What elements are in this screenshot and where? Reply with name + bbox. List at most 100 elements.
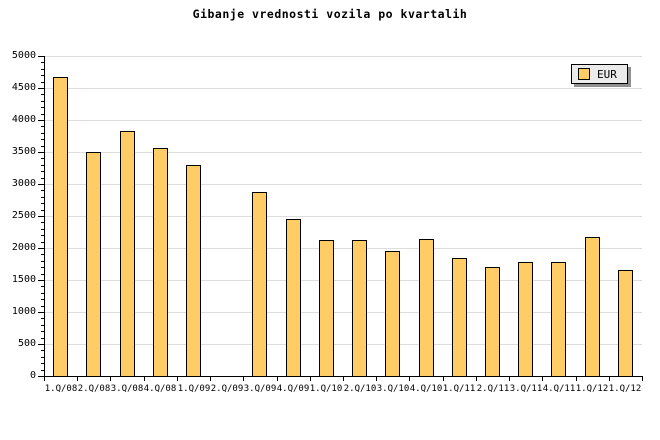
legend-eur-swatch-icon	[578, 68, 590, 80]
x-axis-line	[44, 376, 643, 377]
y-tick	[38, 88, 44, 89]
y-tick	[41, 306, 44, 307]
y-tick	[38, 344, 44, 345]
bar	[120, 131, 135, 377]
x-tick	[144, 377, 145, 381]
y-tick	[41, 139, 44, 140]
gridline	[45, 88, 642, 89]
y-tick	[41, 370, 44, 371]
x-tick-label: 1.Q/09	[177, 384, 211, 394]
y-tick-label: 5000	[11, 50, 36, 61]
y-tick	[41, 126, 44, 127]
y-tick	[38, 184, 44, 185]
y-tick	[41, 318, 44, 319]
x-tick-label: 1.Q/08	[44, 384, 78, 394]
y-tick	[41, 261, 44, 262]
bar	[419, 239, 434, 377]
x-tick	[376, 377, 377, 381]
y-tick	[38, 56, 44, 57]
x-tick-label: 3.Q/11	[509, 384, 543, 394]
x-tick	[609, 377, 610, 381]
legend-label: EUR	[597, 68, 617, 81]
y-tick	[41, 357, 44, 358]
y-tick-label: 3500	[11, 146, 36, 157]
y-tick	[41, 165, 44, 166]
y-tick	[41, 286, 44, 287]
bar	[53, 77, 68, 377]
x-tick	[110, 377, 111, 381]
y-tick-label: 4000	[11, 114, 36, 125]
x-tick-label: 3.Q/08	[110, 384, 144, 394]
y-tick	[41, 62, 44, 63]
y-tick	[41, 178, 44, 179]
x-tick-label: 1.Q/10	[309, 384, 343, 394]
y-tick	[41, 107, 44, 108]
y-tick	[41, 299, 44, 300]
x-tick-label: 2.Q/11	[476, 384, 510, 394]
y-tick	[41, 114, 44, 115]
gridline	[45, 344, 642, 345]
y-tick	[41, 325, 44, 326]
y-tick	[38, 120, 44, 121]
y-tick	[38, 280, 44, 281]
y-tick	[41, 75, 44, 76]
x-tick-label: 2.Q/10	[343, 384, 377, 394]
y-tick	[41, 229, 44, 230]
y-tick	[38, 312, 44, 313]
y-tick	[41, 210, 44, 211]
y-tick	[41, 171, 44, 172]
x-tick	[509, 377, 510, 381]
x-tick	[243, 377, 244, 381]
x-tick	[177, 377, 178, 381]
y-tick-label: 0	[29, 370, 36, 381]
y-tick	[41, 254, 44, 255]
y-tick	[41, 133, 44, 134]
y-tick	[38, 376, 44, 377]
y-tick	[41, 190, 44, 191]
x-tick	[44, 377, 45, 381]
y-tick	[41, 82, 44, 83]
x-tick	[542, 377, 543, 381]
y-tick	[41, 274, 44, 275]
gridline	[45, 216, 642, 217]
bar	[385, 251, 400, 377]
x-tick-label: 1.Q/12	[608, 384, 642, 394]
gridline	[45, 280, 642, 281]
x-tick-label: 3.Q/10	[376, 384, 410, 394]
y-tick	[41, 331, 44, 332]
x-tick-label: 4.Q/10	[409, 384, 443, 394]
chart-title: Gibanje vrednosti vozila po kvartalih	[192, 7, 468, 21]
bar	[452, 258, 467, 377]
y-tick-label: 2000	[11, 242, 36, 253]
y-tick	[41, 363, 44, 364]
bar	[86, 152, 101, 377]
x-tick	[409, 377, 410, 381]
x-tick	[277, 377, 278, 381]
y-tick	[38, 216, 44, 217]
y-tick	[41, 242, 44, 243]
y-tick	[38, 152, 44, 153]
x-tick	[576, 377, 577, 381]
y-tick	[41, 235, 44, 236]
gridline	[45, 184, 642, 185]
x-tick	[77, 377, 78, 381]
gridline	[45, 120, 642, 121]
bar	[618, 270, 633, 377]
x-tick	[310, 377, 311, 381]
y-tick	[41, 203, 44, 204]
x-tick-label: 4.Q/11	[542, 384, 576, 394]
bar	[186, 165, 201, 377]
x-tick-label: 4.Q/09	[276, 384, 310, 394]
bar	[485, 267, 500, 377]
bar	[153, 148, 168, 377]
bar	[319, 240, 334, 377]
y-tick-label: 1500	[11, 274, 36, 285]
y-axis-line	[44, 56, 45, 377]
bar	[286, 219, 301, 377]
y-tick	[41, 338, 44, 339]
x-tick	[642, 377, 643, 381]
x-tick	[343, 377, 344, 381]
y-tick	[41, 158, 44, 159]
y-tick	[41, 293, 44, 294]
y-tick-label: 4500	[11, 82, 36, 93]
